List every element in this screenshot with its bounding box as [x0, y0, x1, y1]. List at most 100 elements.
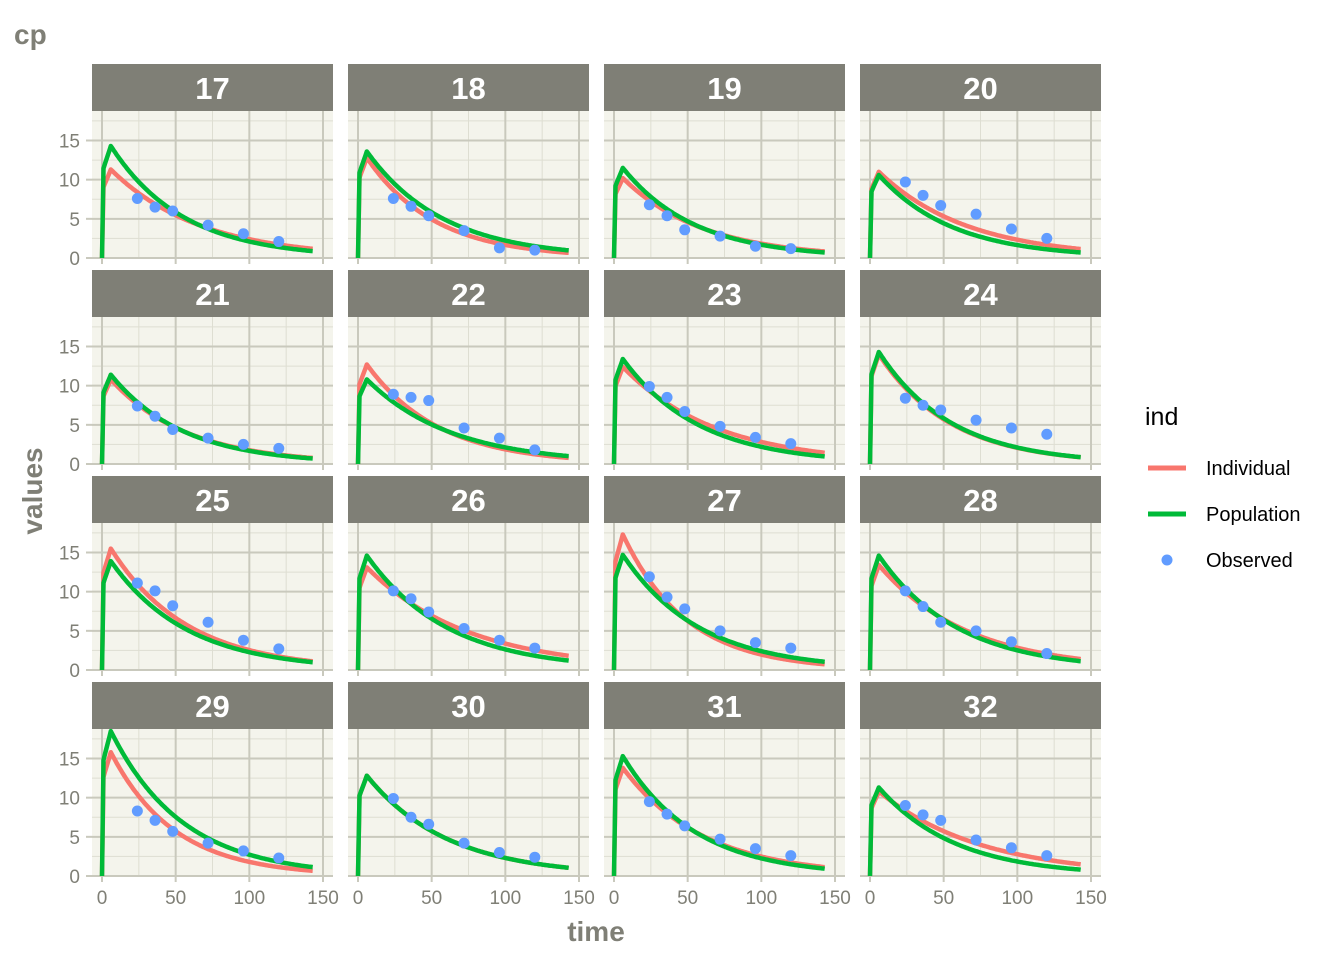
facet-panel-32: 32 0 50 100 150	[860, 682, 1107, 909]
y-tick-label: 0	[69, 455, 80, 476]
series-line-population	[867, 172, 1082, 259]
facet-strip	[348, 682, 589, 729]
observed-point	[661, 210, 673, 222]
legend-item-individual: Individual	[1148, 458, 1291, 480]
observed-point	[643, 199, 655, 211]
facet-strip	[604, 270, 845, 317]
facet-strip	[604, 64, 845, 111]
observed-point	[458, 422, 470, 434]
observed-point	[493, 432, 505, 444]
facet-strip-label: 19	[707, 71, 741, 106]
observed-point	[423, 210, 435, 222]
observed-point	[679, 820, 691, 832]
observed-point	[917, 189, 929, 201]
facet-panel-21: 21 0 5 10 15	[59, 270, 333, 476]
observed-point	[1041, 428, 1053, 440]
observed-point	[970, 834, 982, 846]
facet-strip-label: 30	[451, 689, 485, 724]
series-line-population	[611, 552, 826, 671]
observed-point	[131, 805, 143, 817]
y-tick-label: 0	[69, 249, 80, 270]
facet-strip	[92, 682, 333, 729]
facet-strip	[92, 64, 333, 111]
facet-panel-27: 27	[604, 476, 845, 676]
legend-item-observed: Observed	[1161, 550, 1293, 572]
observed-point	[785, 438, 797, 450]
observed-point	[643, 380, 655, 392]
facet-strip-label: 20	[963, 71, 997, 106]
facet-strip-label: 23	[707, 277, 741, 312]
y-tick-label: 10	[59, 583, 80, 604]
observed-point	[387, 792, 399, 804]
x-tick-label: 0	[865, 888, 876, 909]
x-tick-label: 50	[421, 888, 442, 909]
y-tick-label: 10	[59, 377, 80, 398]
observed-point	[785, 850, 797, 862]
x-tick-label: 50	[677, 888, 698, 909]
observed-point	[749, 240, 761, 252]
legend-label: Observed	[1206, 550, 1293, 572]
observed-point	[529, 851, 541, 863]
facet-strip	[860, 270, 1101, 317]
observed-point	[149, 585, 161, 597]
observed-point	[935, 200, 947, 212]
observed-point	[661, 391, 673, 403]
facet-panels: 17 0 5 10 15 18 19 20 21 0 5 10 15 22 23 24 25 0 5 10 15 26 27…	[59, 64, 1107, 909]
observed-point	[679, 224, 691, 236]
observed-point	[202, 837, 214, 849]
facet-strip-label: 18	[451, 71, 485, 106]
y-tick-label: 10	[59, 789, 80, 810]
observed-point	[237, 845, 249, 857]
observed-point	[405, 811, 417, 823]
facet-strip-label: 21	[195, 277, 229, 312]
facet-panel-17: 17 0 5 10 15	[59, 64, 333, 270]
observed-point	[237, 634, 249, 646]
observed-point	[493, 847, 505, 858]
legend-title: ind	[1145, 403, 1178, 431]
y-tick-label: 15	[59, 544, 80, 565]
legend-label: Population	[1206, 504, 1301, 526]
observed-point	[643, 796, 655, 808]
facet-strip-label: 25	[195, 483, 229, 518]
facet-strip-label: 32	[963, 689, 997, 724]
observed-point	[131, 577, 143, 589]
facet-strip-label: 29	[195, 689, 229, 724]
observed-point	[387, 388, 399, 400]
observed-point	[661, 808, 673, 820]
facet-panel-31: 31 0 50 100 150	[604, 682, 851, 909]
series-line-population	[867, 349, 1082, 465]
observed-point	[1005, 422, 1017, 434]
observed-point	[493, 634, 505, 646]
facet-panel-25: 25 0 5 10 15	[59, 476, 333, 682]
x-tick-label: 0	[353, 888, 364, 909]
observed-point	[458, 837, 470, 849]
facet-strip	[92, 476, 333, 523]
observed-point	[714, 833, 726, 845]
facet-strip	[604, 476, 845, 523]
y-tick-label: 5	[69, 828, 80, 849]
observed-point	[529, 244, 541, 256]
observed-point	[405, 200, 417, 212]
legend-item-population: Population	[1148, 504, 1301, 526]
facet-panel-20: 20	[860, 64, 1101, 264]
observed-point	[899, 176, 911, 188]
observed-point	[529, 444, 541, 456]
x-tick-label: 100	[233, 888, 265, 909]
observed-point	[749, 843, 761, 855]
y-tick-label: 10	[59, 171, 80, 192]
observed-point	[237, 228, 249, 240]
observed-point	[714, 625, 726, 637]
observed-point	[202, 219, 214, 231]
x-tick-label: 0	[609, 888, 620, 909]
facet-strip-label: 24	[963, 277, 998, 312]
observed-point	[237, 438, 249, 450]
facet-strip-label: 17	[195, 71, 229, 106]
legend: ind Individual Population Observed	[1145, 403, 1301, 572]
observed-point	[273, 236, 285, 248]
facet-strip	[860, 64, 1101, 111]
observed-point	[149, 814, 161, 826]
observed-point	[529, 642, 541, 654]
legend-key	[1161, 554, 1173, 566]
observed-point	[970, 625, 982, 637]
observed-point	[273, 643, 285, 655]
